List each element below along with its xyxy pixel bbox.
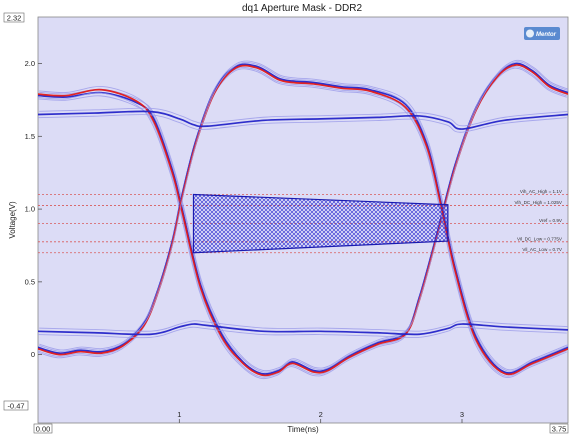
x-tick-label: 2 [319, 410, 323, 419]
aperture-mask [192, 193, 449, 254]
logo-text: Mentor [536, 32, 557, 38]
series-line [39, 59, 568, 372]
series-line [38, 64, 568, 377]
y-tick-label: 0 [31, 350, 35, 359]
x-axis-label: Time(ns) [287, 425, 319, 434]
y-max-box: 2.32 [3, 12, 25, 23]
threshold-label: Vih_DC_High = 1.025V [514, 200, 562, 205]
y-tick-label: 2.0 [25, 59, 35, 68]
threshold-label: Vil_DC_Low = 0.775V [517, 236, 563, 241]
y-max-label: 2.32 [7, 14, 22, 23]
series-line [39, 61, 568, 373]
x-tick-label: 1 [177, 410, 181, 419]
series-line [38, 64, 568, 376]
y-tick-label: 1.0 [25, 205, 35, 214]
series-line [39, 320, 568, 332]
threshold-label: Vih_AC_High = 1.1V [520, 189, 563, 194]
x-max-box: 3.75 [549, 423, 569, 434]
y-axis-label: Voltage(V) [8, 201, 17, 239]
x-min-label: 0.00 [36, 425, 51, 434]
series-line [39, 60, 568, 371]
series-line [38, 114, 567, 133]
series-line [38, 323, 568, 336]
series-line [39, 61, 568, 372]
series-line [39, 107, 568, 127]
threshold-label: Vref = 0.9V [539, 218, 563, 223]
x-max-label: 3.75 [552, 425, 567, 434]
threshold-label: Vil_AC_Low = 0.7V [522, 247, 563, 252]
x-min-box: 0.00 [33, 423, 53, 434]
vendor-logo: Mentor [524, 27, 560, 40]
chart-title: dq1 Aperture Mask - DDR2 [242, 3, 362, 14]
series-line [38, 110, 568, 130]
y-min-label: -0.47 [7, 402, 24, 411]
y-tick-label: 1.5 [25, 132, 35, 141]
x-tick-label: 3 [460, 410, 464, 419]
series-line [38, 326, 567, 339]
series-line [38, 68, 567, 379]
y-min-box: -0.47 [3, 400, 29, 411]
y-tick-label: 0.5 [25, 277, 35, 286]
